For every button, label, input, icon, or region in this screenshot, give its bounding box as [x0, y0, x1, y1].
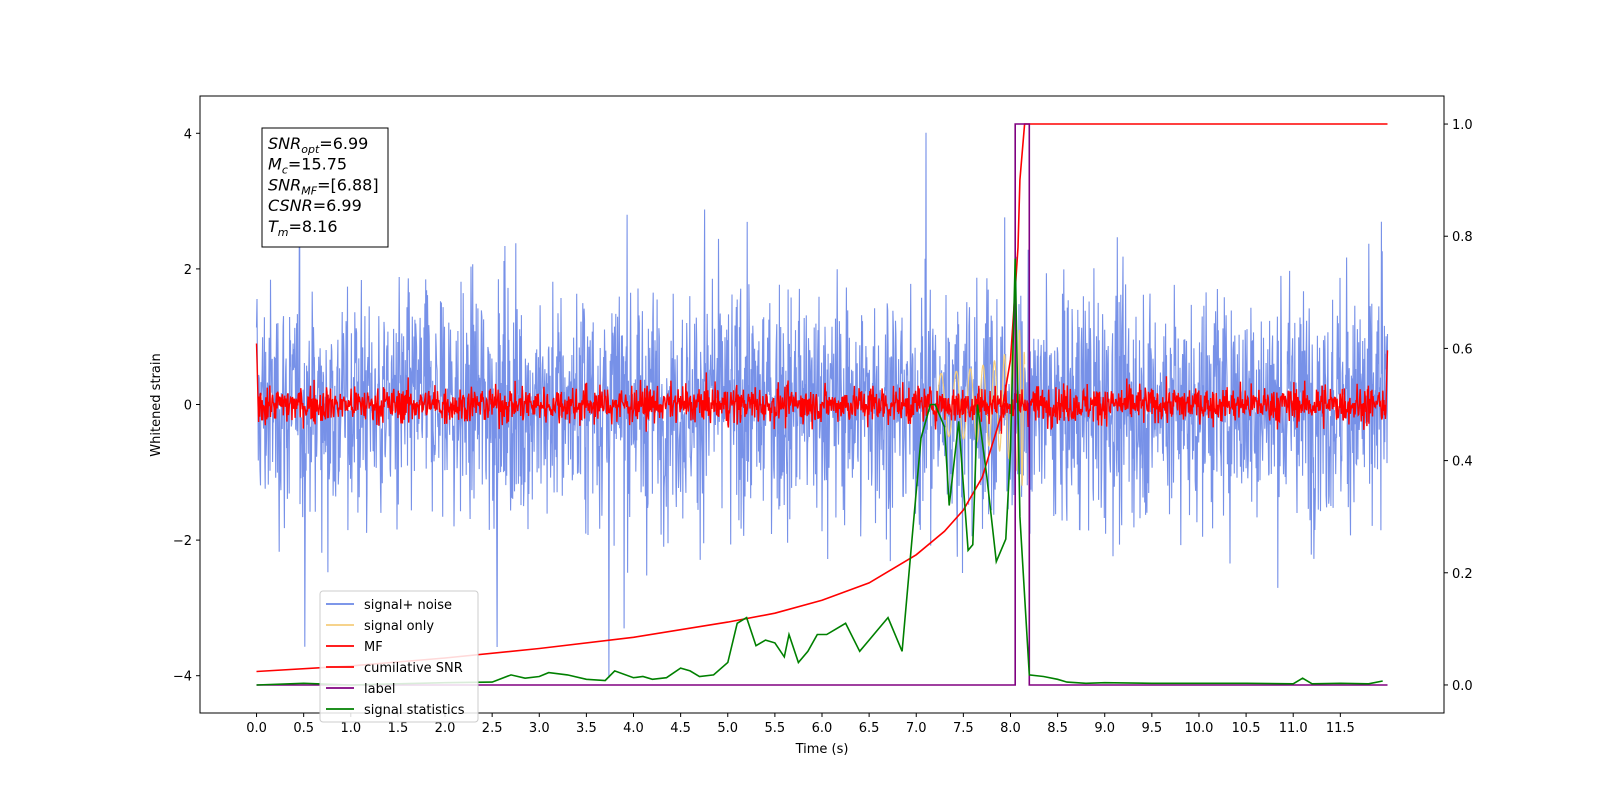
label-line — [256, 123, 1388, 686]
x-tick-label: 3.5 — [576, 721, 597, 736]
y2-tick-label: 0.8 — [1452, 230, 1473, 245]
annotation-box: SNRopt=6.99Mc=15.75SNRMF=[6.88]CSNR=6.99… — [261, 127, 389, 248]
legend-label: label — [364, 682, 395, 697]
y2-tick-label: 0.6 — [1452, 342, 1473, 357]
x-axis-label: Time (s) — [795, 742, 849, 757]
mf-line — [255, 343, 1389, 434]
x-tick-label: 2.0 — [435, 721, 456, 736]
legend-frame — [319, 590, 479, 723]
x-tick-label: 6.0 — [812, 721, 833, 736]
x-tick-label: 2.5 — [482, 721, 503, 736]
legend: signal+ noise signal only MF cumilative SNR… — [319, 590, 479, 723]
x-tick-label: 10.5 — [1232, 721, 1261, 736]
y-tick-label: −4 — [173, 670, 192, 685]
annotation-line: Mc=15.75 — [268, 155, 347, 177]
right-axis-series — [256, 123, 1388, 686]
legend-label: signal statistics — [364, 703, 465, 718]
x-tick-label: 11.5 — [1326, 721, 1355, 736]
legend-label: signal only — [364, 619, 434, 634]
mf-series — [255, 343, 1389, 434]
y2-tick-label: 0.4 — [1452, 455, 1473, 470]
legend-label: signal+ noise — [364, 598, 452, 613]
x-tick-label: 4.5 — [670, 721, 691, 736]
y-tick-label: 4 — [184, 127, 192, 142]
x-tick-label: 8.0 — [1000, 721, 1021, 736]
legend-label: MF — [364, 640, 383, 655]
x-tick-label: 5.5 — [765, 721, 786, 736]
x-tick-label: 9.0 — [1094, 721, 1115, 736]
y2-tick-label: 1.0 — [1452, 118, 1473, 133]
y-tick-label: −2 — [173, 534, 192, 549]
x-tick-label: 8.5 — [1047, 721, 1068, 736]
x-tick-label: 4.0 — [623, 721, 644, 736]
y2-tick-label: 0.2 — [1452, 567, 1473, 582]
x-tick-label: 7.0 — [906, 721, 927, 736]
x-tick-label: 1.0 — [340, 721, 361, 736]
x-tick-label: 9.5 — [1142, 721, 1163, 736]
legend-label: cumilative SNR — [364, 661, 463, 676]
x-tick-label: 0.5 — [293, 721, 314, 736]
annotation-line: SNRopt=6.99 — [268, 134, 368, 156]
x-tick-label: 6.5 — [859, 721, 880, 736]
x-tick-label: 5.0 — [717, 721, 738, 736]
y-tick-label: 2 — [184, 263, 192, 278]
signal-statistics-line — [256, 258, 1383, 686]
x-tick-label: 11.0 — [1279, 721, 1308, 736]
x-tick-label: 1.5 — [388, 721, 409, 736]
annotation-line: Tm=8.16 — [268, 217, 338, 239]
y2-tick-label: 0.0 — [1452, 679, 1473, 694]
annotation-frame — [261, 127, 389, 248]
y-tick-label: 0 — [184, 399, 192, 414]
axes: 0.0 0.5 1.0 1.5 2.0 2.5 3.0 3.5 4.0 4.5 5.0 5.5 6.0 6… — [173, 118, 1473, 736]
y-axis-label: Whitened strain — [149, 353, 164, 456]
x-tick-label: 3.0 — [529, 721, 550, 736]
annotation-line: SNRMF=[6.88] — [268, 175, 379, 197]
annotation-line: CSNR=6.99 — [268, 196, 362, 215]
x-tick-label: 0.0 — [246, 721, 267, 736]
x-tick-label: 7.5 — [953, 721, 974, 736]
x-tick-label: 10.0 — [1184, 721, 1213, 736]
cumilative-snr-line — [256, 123, 1388, 673]
